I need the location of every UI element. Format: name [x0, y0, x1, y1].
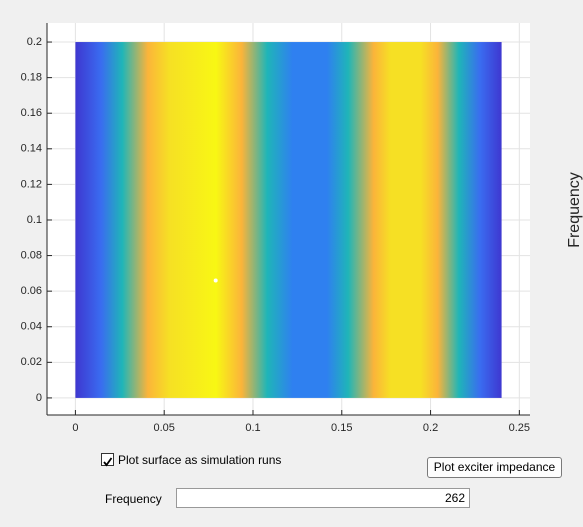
- x-tick-label: 0.25: [509, 422, 530, 434]
- x-tick-label: 0.15: [331, 422, 352, 434]
- marker: [213, 278, 218, 283]
- plot: 0 0.05 0.1 0.15 0.2 0.25 0 0.02 0.04 0.06 0.08 0.1 0…: [21, 23, 530, 434]
- checkbox[interactable]: [101, 453, 114, 467]
- y-tick-label: 0.18: [21, 72, 42, 84]
- y-tick-label: 0.08: [21, 249, 42, 261]
- checkbox-label[interactable]: Plot surface as simulation runs: [118, 453, 282, 467]
- surface: [75, 42, 502, 398]
- frequency-field[interactable]: 262: [176, 488, 470, 508]
- frequency-label: Frequency: [105, 492, 162, 506]
- y-tick-label: 0.2: [27, 36, 42, 48]
- y-tick-label: 0.1: [27, 214, 42, 226]
- y-tick-label: 0: [36, 392, 42, 404]
- x-tick-label: 0.1: [245, 422, 260, 434]
- colorbar-label: Frequency: [566, 172, 583, 248]
- y-tick-label: 0.16: [21, 107, 42, 119]
- y-tick-label: 0.12: [21, 178, 42, 190]
- colorbar-label-area: Frequency: [566, 172, 583, 248]
- y-tick-label: 0.04: [21, 321, 42, 333]
- y-tick-label: 0.02: [21, 356, 42, 368]
- check-mark: [103, 457, 113, 467]
- button[interactable]: Plot exciter impedance: [427, 457, 562, 478]
- y-tick-label: 0.14: [21, 143, 42, 155]
- x-tick-label: 0: [72, 422, 78, 434]
- x-tick-label: 0.2: [423, 422, 438, 434]
- y-tick-label: 0.06: [21, 285, 42, 297]
- x-tick-label: 0.05: [153, 422, 174, 434]
